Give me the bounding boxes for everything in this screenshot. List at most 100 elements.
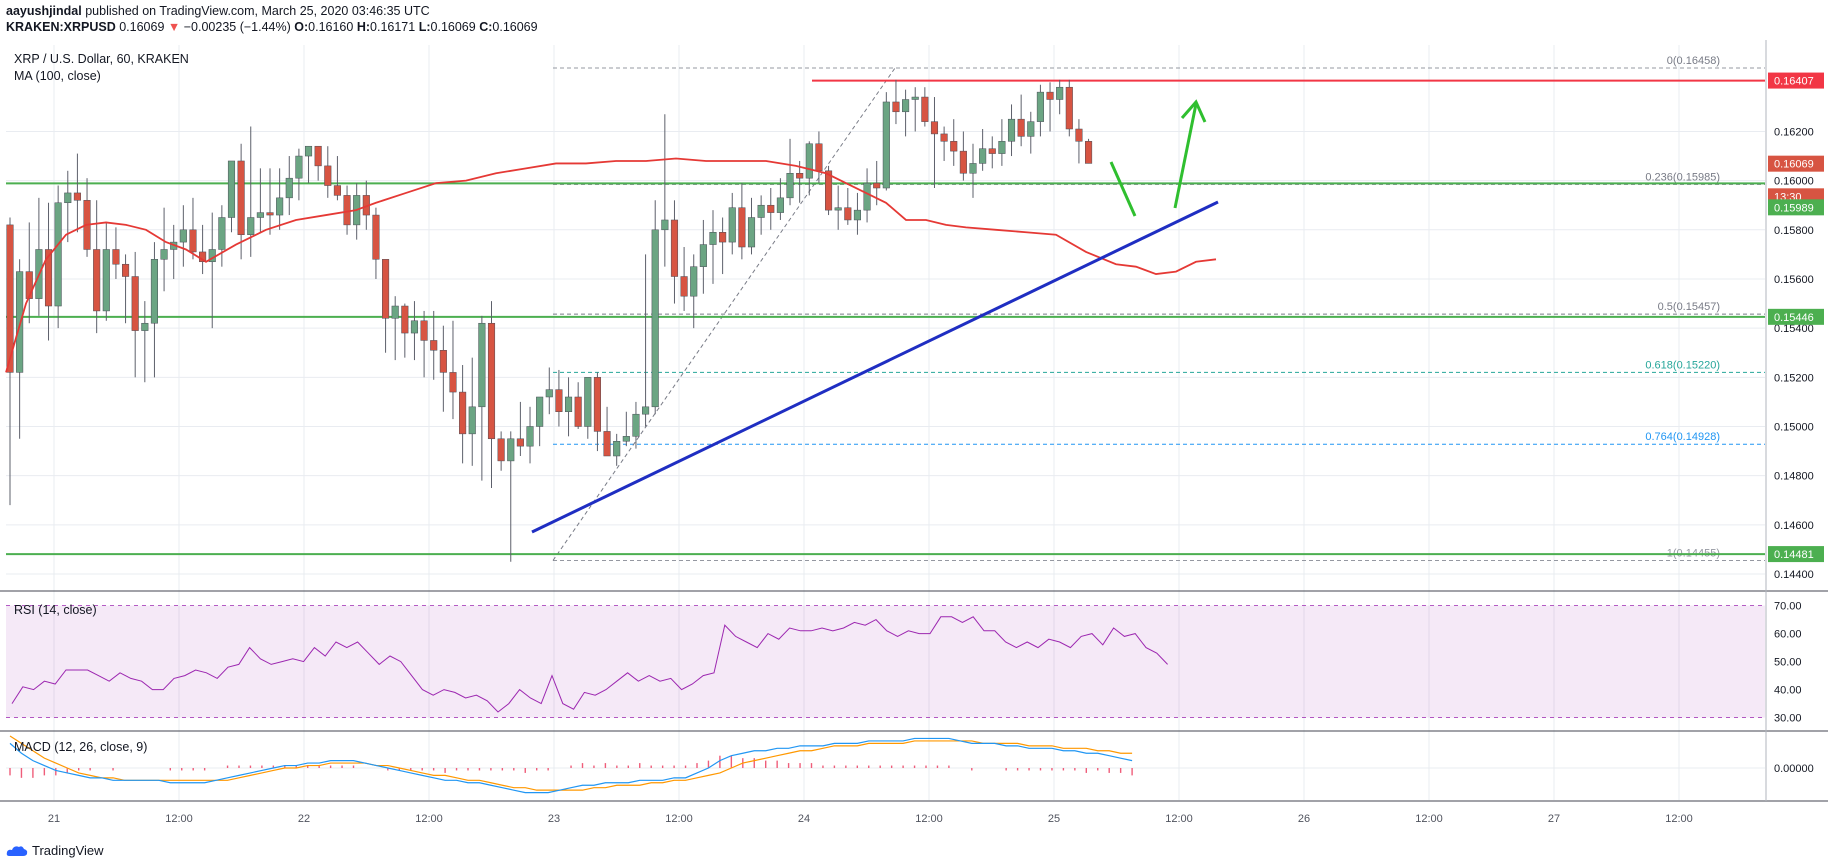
candle-body [227,160,236,218]
candle-body [247,217,255,235]
time-tick-label: 21 [48,813,60,825]
last-price: 0.16069 [119,20,165,34]
ma-line [5,157,1217,373]
price-label: 0.16069 [1768,155,1824,172]
rsi-pane [11,616,1168,713]
price-label: 0.16407 [1768,72,1824,89]
fib-level-label: 0.764(0.14928) [1645,431,1720,443]
candle-body [343,195,351,226]
candle-body [1007,118,1016,142]
time-tick-label: 12:00 [1165,813,1193,825]
candle-body [603,431,611,457]
tradingview-cloud-icon [6,845,28,856]
candle-body [545,389,553,398]
price-label-text: 0.15989 [1774,202,1814,214]
candle-body [728,207,736,243]
rsi-tick-label: 70.00 [1774,601,1802,613]
candle-body [757,204,765,218]
candle-body [420,320,428,341]
candle-body [661,219,669,231]
candle-body [266,212,274,216]
time-tick-label: 24 [798,813,810,825]
candle-body [536,396,544,427]
candle-body [1036,91,1044,122]
price-label-box [1768,72,1824,89]
candle-body [1065,86,1073,130]
candle-body [738,207,746,248]
candle-body [815,143,823,172]
low-label: L: [418,20,431,34]
time-tick-label: 12:00 [1415,813,1443,825]
rsi-band [6,605,1765,718]
candle-body [256,212,264,218]
candle-body [410,320,419,334]
price-tick-label: 0.15800 [1774,225,1814,237]
candle-body [632,413,640,437]
price-tick-label: 0.14600 [1774,520,1814,532]
price-tick-label: 0.14800 [1774,471,1814,483]
fibonacci-levels: 0(0.16458) 0.236(0.15985) 0.5(0.15457) 0.61… [552,55,1765,561]
tradingview-logo[interactable]: TradingView [6,843,104,858]
publisher[interactable]: aayushjindal [6,4,82,18]
grid [6,45,1765,800]
candle-body [1075,128,1083,142]
candle-body [622,436,630,442]
price-tick-label: 0.15400 [1774,323,1814,335]
candle-body [516,438,524,447]
candle-body [526,426,534,447]
pane-backgrounds [0,40,1828,802]
low-value: 0.16069 [430,20,476,34]
rsi-title: RSI (14, close) [14,603,97,617]
candle-body [680,276,688,297]
candle-body [593,377,601,432]
candle-body [1056,86,1064,100]
fib-level-label: 0.5(0.15457) [1658,301,1720,313]
candle-body [786,173,794,199]
candle-body [304,145,313,157]
price-label-text: 0.14481 [1774,549,1814,561]
candle-body [102,249,110,312]
price-label: 0.15989 [1768,199,1824,216]
candle-body [324,165,332,186]
ascending-trendline [531,200,1219,534]
candle-body [959,150,967,174]
candle-body [189,229,197,253]
candle-body [218,217,226,250]
candle-body [776,197,784,213]
rsi-line [11,616,1168,713]
candle-body [747,217,756,248]
candle-body [651,229,659,408]
candle-body [709,232,717,245]
macd-tick-label: 0.00000 [1774,763,1814,775]
price-axis: 0.16200 0.16000 0.15800 0.15600 0.15400 0.152… [1774,126,1814,775]
candle-body [382,259,390,319]
candle-body [44,249,53,307]
candle-body [873,182,881,189]
down-arrow-icon: ▼ [167,20,181,34]
time-tick-label: 12:00 [415,813,443,825]
open-value: 0.16160 [308,20,354,34]
candle-body [333,185,341,196]
candle-body [439,350,447,373]
candle-body [690,266,698,297]
up-arrow-line [1173,103,1198,209]
ma100-line [5,157,1217,373]
candle-body [6,224,14,373]
price-tick-label: 0.16000 [1774,176,1814,188]
fib-level-label: 0.618(0.15220) [1645,359,1720,371]
candle-body [796,173,804,179]
ma-title: MA (100, close) [14,69,101,83]
candle-body [285,177,293,199]
candle-body [150,259,158,324]
candle-body [930,121,939,135]
candle-body [131,276,139,331]
time-tick-label: 25 [1048,813,1060,825]
macd-line [9,737,1133,794]
candle-body [179,229,187,243]
time-tick-label: 27 [1548,813,1560,825]
candle-body [487,322,496,440]
candle-body [584,377,592,427]
candle-body [122,263,130,277]
close-value: 0.16069 [492,20,538,34]
